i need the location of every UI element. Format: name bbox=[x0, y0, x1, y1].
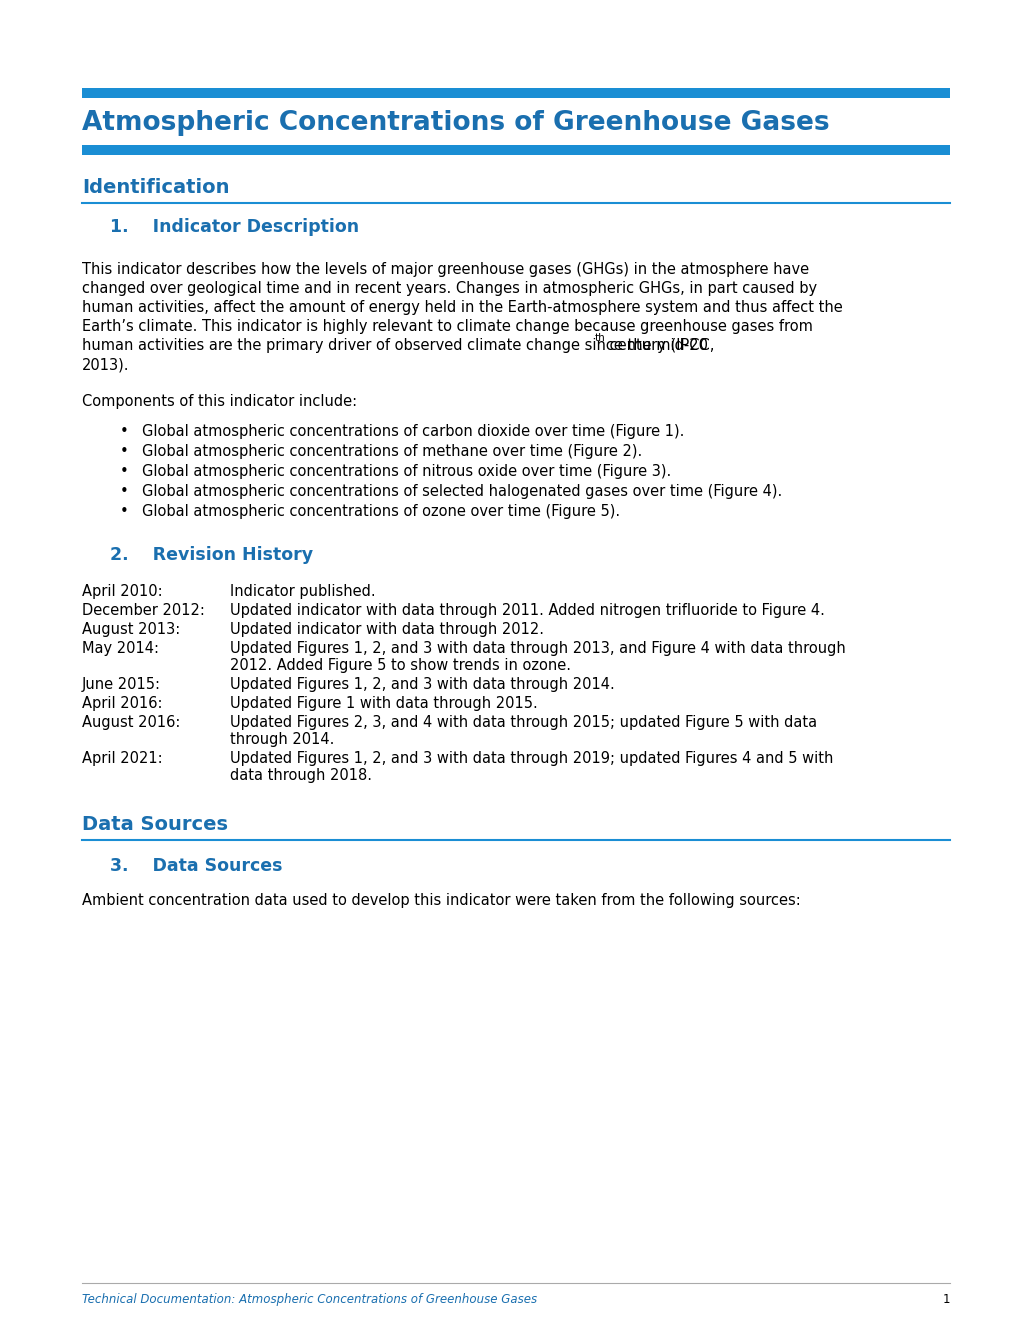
Text: •: • bbox=[120, 484, 128, 499]
Text: data through 2018.: data through 2018. bbox=[229, 768, 372, 783]
Text: May 2014:: May 2014: bbox=[82, 642, 159, 656]
Text: Updated indicator with data through 2011. Added nitrogen trifluoride to Figure 4: Updated indicator with data through 2011… bbox=[229, 603, 824, 618]
Text: 3.    Data Sources: 3. Data Sources bbox=[110, 857, 282, 875]
Text: Indicator published.: Indicator published. bbox=[229, 583, 375, 599]
Text: Updated Figures 2, 3, and 4 with data through 2015; updated Figure 5 with data: Updated Figures 2, 3, and 4 with data th… bbox=[229, 715, 816, 730]
Text: human activities are the primary driver of observed climate change since the mid: human activities are the primary driver … bbox=[82, 338, 707, 352]
Text: Updated Figures 1, 2, and 3 with data through 2014.: Updated Figures 1, 2, and 3 with data th… bbox=[229, 677, 614, 692]
Text: changed over geological time and in recent years. Changes in atmospheric GHGs, i: changed over geological time and in rece… bbox=[82, 281, 816, 296]
Text: Global atmospheric concentrations of nitrous oxide over time (Figure 3).: Global atmospheric concentrations of nit… bbox=[142, 465, 671, 479]
Text: Updated Figure 1 with data through 2015.: Updated Figure 1 with data through 2015. bbox=[229, 696, 537, 711]
Text: Updated Figures 1, 2, and 3 with data through 2019; updated Figures 4 and 5 with: Updated Figures 1, 2, and 3 with data th… bbox=[229, 751, 833, 766]
Text: Earth’s climate. This indicator is highly relevant to climate change because gre: Earth’s climate. This indicator is highl… bbox=[82, 319, 812, 334]
Bar bbox=[82, 88, 949, 98]
Text: Updated indicator with data through 2012.: Updated indicator with data through 2012… bbox=[229, 622, 543, 638]
Text: April 2016:: April 2016: bbox=[82, 696, 162, 711]
Text: Identification: Identification bbox=[82, 178, 229, 197]
Text: th: th bbox=[594, 333, 605, 343]
Text: Data Sources: Data Sources bbox=[82, 814, 228, 834]
Text: through 2014.: through 2014. bbox=[229, 733, 334, 747]
Text: 1.    Indicator Description: 1. Indicator Description bbox=[110, 218, 359, 236]
Text: April 2021:: April 2021: bbox=[82, 751, 162, 766]
Text: Ambient concentration data used to develop this indicator were taken from the fo: Ambient concentration data used to devel… bbox=[82, 894, 800, 908]
Text: 2013).: 2013). bbox=[82, 356, 129, 372]
Text: Global atmospheric concentrations of methane over time (Figure 2).: Global atmospheric concentrations of met… bbox=[142, 444, 642, 459]
Text: 2012. Added Figure 5 to show trends in ozone.: 2012. Added Figure 5 to show trends in o… bbox=[229, 657, 571, 673]
Text: August 2013:: August 2013: bbox=[82, 622, 180, 638]
Text: century (IPCC,: century (IPCC, bbox=[604, 338, 713, 352]
Text: Atmospheric Concentrations of Greenhouse Gases: Atmospheric Concentrations of Greenhouse… bbox=[82, 110, 828, 136]
Text: Global atmospheric concentrations of carbon dioxide over time (Figure 1).: Global atmospheric concentrations of car… bbox=[142, 424, 684, 440]
Text: December 2012:: December 2012: bbox=[82, 603, 205, 618]
Text: Global atmospheric concentrations of ozone over time (Figure 5).: Global atmospheric concentrations of ozo… bbox=[142, 504, 620, 519]
Text: Updated Figures 1, 2, and 3 with data through 2013, and Figure 4 with data throu: Updated Figures 1, 2, and 3 with data th… bbox=[229, 642, 845, 656]
Text: 2.    Revision History: 2. Revision History bbox=[110, 546, 313, 564]
Text: 1: 1 bbox=[942, 1294, 949, 1305]
Text: Components of this indicator include:: Components of this indicator include: bbox=[82, 393, 357, 409]
Text: This indicator describes how the levels of major greenhouse gases (GHGs) in the : This indicator describes how the levels … bbox=[82, 261, 808, 277]
Text: human activities, affect the amount of energy held in the Earth-atmosphere syste: human activities, affect the amount of e… bbox=[82, 300, 842, 315]
Text: June 2015:: June 2015: bbox=[82, 677, 161, 692]
Text: •: • bbox=[120, 444, 128, 459]
Text: Technical Documentation: Atmospheric Concentrations of Greenhouse Gases: Technical Documentation: Atmospheric Con… bbox=[82, 1294, 537, 1305]
Text: Global atmospheric concentrations of selected halogenated gases over time (Figur: Global atmospheric concentrations of sel… bbox=[142, 484, 782, 499]
Text: •: • bbox=[120, 465, 128, 479]
Bar bbox=[82, 145, 949, 154]
Text: August 2016:: August 2016: bbox=[82, 715, 180, 730]
Text: April 2010:: April 2010: bbox=[82, 583, 162, 599]
Text: •: • bbox=[120, 424, 128, 440]
Text: •: • bbox=[120, 504, 128, 519]
